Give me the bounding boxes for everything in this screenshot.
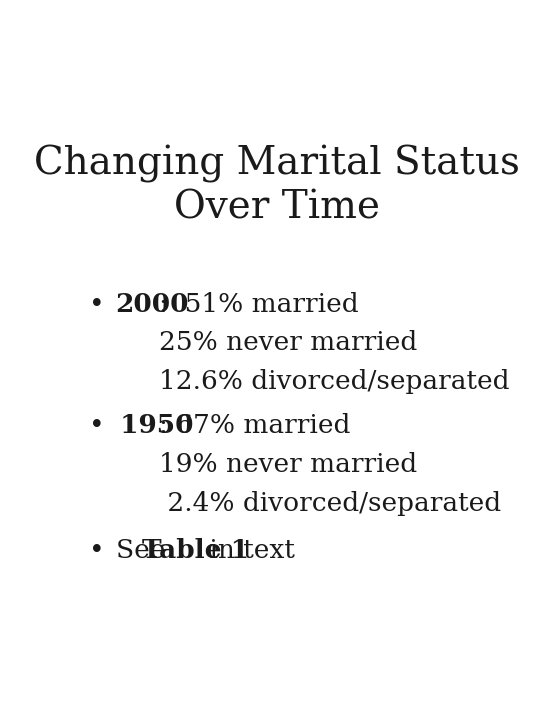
Text: See: See <box>116 539 173 563</box>
Text: 25% never married: 25% never married <box>159 330 417 356</box>
Text: :  51% married: : 51% married <box>159 292 359 317</box>
Text: in text: in text <box>200 539 294 563</box>
Text: 2000: 2000 <box>116 292 189 317</box>
Text: •: • <box>89 539 105 563</box>
Text: 19% never married: 19% never married <box>159 452 417 477</box>
Text: •: • <box>89 413 105 438</box>
Text: Table 1: Table 1 <box>142 539 249 563</box>
Text: 12.6% divorced/separated: 12.6% divorced/separated <box>159 369 509 394</box>
Text: •: • <box>89 292 105 317</box>
Text: 2.4% divorced/separated: 2.4% divorced/separated <box>159 491 501 516</box>
Text: Changing Marital Status
Over Time: Changing Marital Status Over Time <box>34 145 519 227</box>
Text: 1950: 1950 <box>111 413 194 438</box>
Text: : 67% married: : 67% married <box>159 413 350 438</box>
